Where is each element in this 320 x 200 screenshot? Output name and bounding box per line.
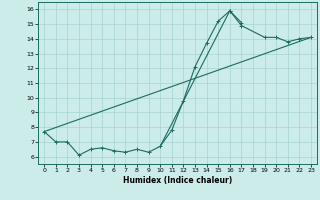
X-axis label: Humidex (Indice chaleur): Humidex (Indice chaleur) bbox=[123, 176, 232, 185]
